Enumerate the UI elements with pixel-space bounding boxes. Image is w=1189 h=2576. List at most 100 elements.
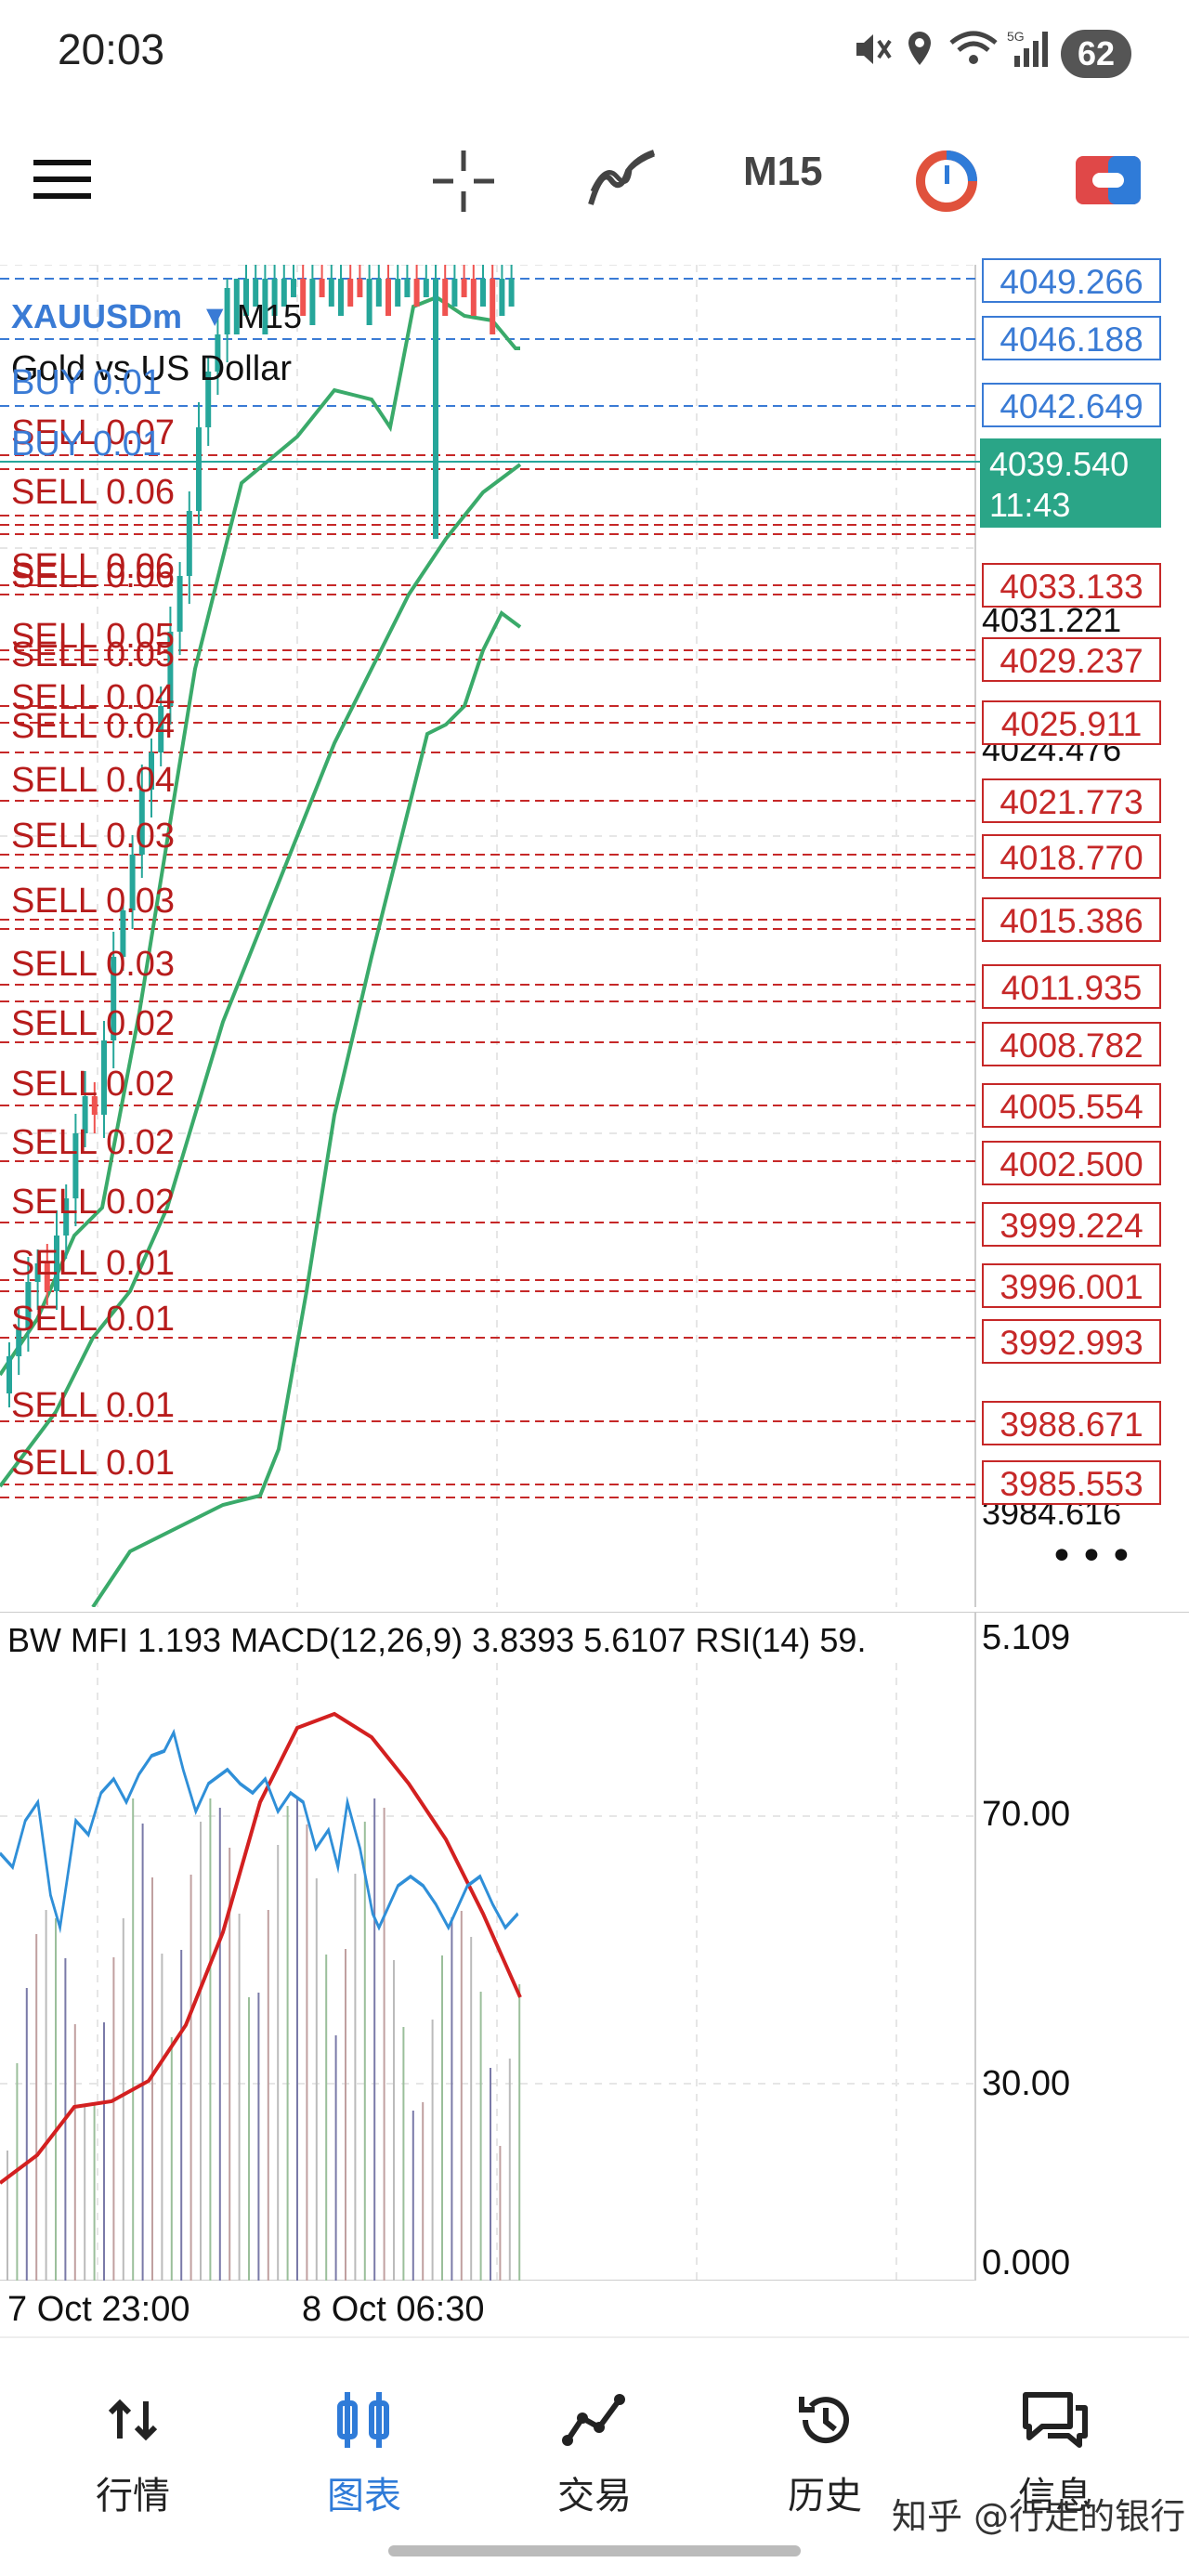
candle-body [319,279,325,297]
nav-label: 历史 [788,2475,862,2517]
current-price-tag: 4039.540 11:43 [980,438,1161,528]
candle-body [196,427,202,511]
indicator-tick: 30.00 [982,2064,1071,2103]
price-label: 3996.001 [982,1263,1161,1308]
candle-body [111,957,117,1040]
quotes-icon [108,2399,158,2441]
price-label: 4049.266 [982,258,1161,303]
candle-body [271,279,278,316]
indicator-axis-top: 5.109 [982,1618,1071,1657]
candle-body [423,279,429,297]
chart-timeframe: M15 [237,297,303,335]
candle-body [149,752,154,790]
candle-body [120,910,126,957]
candle-body [44,1263,50,1291]
candle-body [366,279,372,325]
more-icon[interactable]: ••• [1050,1533,1139,1580]
nav-chart[interactable]: 图表 [290,2387,438,2519]
symbol-dropdown-icon[interactable]: ▼ [206,303,224,329]
watermark: 知乎 @行走的银行 [892,2496,1186,2537]
home-indicator[interactable] [388,2545,801,2556]
order-label[interactable]: SELL 0.04 [11,761,176,800]
candle-body [25,1282,32,1328]
candle-body [347,279,354,307]
candle-body [281,279,287,307]
price-label: 4021.773 [982,778,1161,823]
signal-icon: 5G [1007,29,1048,67]
order-label[interactable]: SELL 0.01 [11,1244,176,1283]
candle-body [404,279,411,297]
candle-body [338,279,344,316]
candle-body [328,279,334,307]
candle-body [167,632,174,706]
candle-body [262,279,268,334]
nav-trade[interactable]: 交易 [520,2387,669,2519]
candle-body [300,279,307,316]
order-label[interactable]: SELL 0.02 [11,1065,176,1104]
mfi-histogram [7,1798,521,2281]
candle-body [34,1263,41,1282]
candle-body [395,279,401,307]
history-icon [799,2397,849,2444]
rsi-line [0,1728,519,1934]
price-label: 4002.500 [982,1141,1161,1185]
crosshair-icon[interactable] [431,149,496,214]
order-label[interactable]: SELL 0.02 [11,1123,176,1162]
objects-icon[interactable] [914,149,979,214]
indicator-tick: 0.000 [982,2243,1071,2282]
trade-icon[interactable] [1076,156,1141,204]
price-chart[interactable] [0,265,1189,1607]
candle-body [508,279,515,307]
order-label[interactable]: SELL 0.06 [11,547,176,586]
order-label[interactable]: SELL 0.02 [11,1183,176,1222]
candle-body [470,279,477,316]
menu-icon[interactable] [33,158,91,201]
candle-body [243,279,249,316]
timeframe-button[interactable]: M15 [743,149,823,194]
candle-body [224,288,230,334]
candle-body [357,279,363,297]
candle-body [233,279,240,334]
candle-body [451,279,458,307]
nav-quotes[interactable]: 行情 [59,2387,207,2519]
order-label[interactable]: SELL 0.05 [11,635,176,674]
price-label: 4042.649 [982,383,1161,427]
time-axis-label: 8 Oct 06:30 [302,2290,485,2329]
order-label[interactable]: SELL 0.06 [11,473,176,512]
order-label[interactable]: SELL 0.07 [11,413,176,452]
indicator-legend: BW MFI 1.193 MACD(12,26,9) 3.8393 5.6107… [7,1621,867,1659]
candle-body [480,279,486,307]
candle-body [16,1328,22,1356]
order-label[interactable]: SELL 0.06 [11,556,176,595]
order-label[interactable]: BUY 0.01 [11,425,162,464]
candle-body [253,279,259,307]
order-label[interactable]: SELL 0.04 [11,678,176,717]
indicator-chart[interactable] [0,1612,1189,2281]
order-label[interactable]: SELL 0.03 [11,945,176,984]
order-label[interactable]: SELL 0.03 [11,882,176,921]
candle-body [101,1040,107,1115]
order-label[interactable]: BUY 0.01 [11,363,162,402]
chart-symbol[interactable]: XAUUSDm [11,297,183,335]
order-label[interactable]: SELL 0.05 [11,617,176,656]
order-label[interactable]: SELL 0.01 [11,1300,176,1339]
order-label[interactable]: SELL 0.03 [11,817,176,856]
bottom-navigation [0,2336,1189,2576]
order-label[interactable]: SELL 0.02 [11,1004,176,1043]
mute-icon [856,34,892,64]
candle-body [176,576,183,632]
candle-body [433,279,438,539]
indicator-tick: 70.00 [982,1795,1071,1834]
nav-messages[interactable]: 信息 [981,2387,1130,2519]
candle-body [186,511,192,576]
battery-indicator: 62 [1061,30,1131,78]
chart-description: Gold vs US Dollar [11,349,292,388]
order-label[interactable]: SELL 0.01 [11,1444,176,1483]
nav-history[interactable]: 历史 [751,2387,899,2519]
candle-body [129,855,136,910]
candle-body [63,1198,70,1236]
candle-body [442,279,449,316]
indicators-icon[interactable] [587,149,658,214]
order-label[interactable]: SELL 0.04 [11,707,176,746]
order-label[interactable]: SELL 0.01 [11,1386,176,1425]
